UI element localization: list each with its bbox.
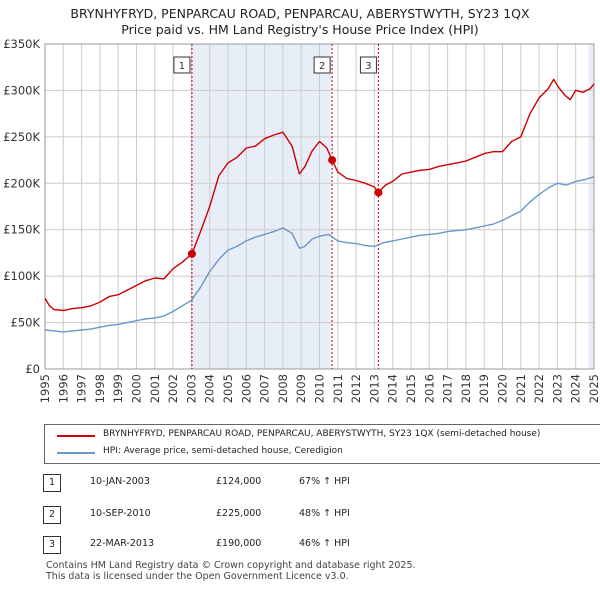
marker-badge <box>313 56 331 74</box>
footer-copyright: Contains HM Land Registry data © Crown c… <box>46 560 416 571</box>
transaction-number: 2 <box>43 506 61 524</box>
marker-badge-label: 1 <box>179 61 185 72</box>
transaction-number: 3 <box>43 536 61 554</box>
x-tick-label: 2018 <box>459 374 473 403</box>
x-tick-label: 1998 <box>93 374 107 403</box>
transaction-hpi: 67% ↑ HPI <box>299 476 350 487</box>
x-tick-label: 2008 <box>276 374 290 403</box>
x-tick-label: 2011 <box>331 374 345 403</box>
x-tick-label: 2010 <box>313 374 327 403</box>
transaction-price: £225,000 <box>216 508 262 519</box>
x-tick-label: 2016 <box>422 374 436 403</box>
x-tick-label: 2024 <box>569 374 583 403</box>
y-tick-label: £150K <box>3 223 40 237</box>
x-tick-label: 2000 <box>130 374 144 403</box>
sale-point <box>328 156 337 165</box>
transaction-price: £124,000 <box>216 476 262 487</box>
x-tick-label: 2014 <box>386 374 400 403</box>
x-tick-label: 2019 <box>477 374 491 403</box>
marker-badge-label: 3 <box>365 61 371 72</box>
x-tick-label: 1996 <box>56 374 70 403</box>
x-tick-label: 2009 <box>294 374 308 403</box>
transaction-date: 10-SEP-2010 <box>90 508 151 519</box>
price-series-line <box>44 78 595 312</box>
y-tick-label: £0 <box>25 362 40 376</box>
chart-title-line2: Price paid vs. HM Land Registry's House … <box>121 22 479 37</box>
x-tick-label: 2006 <box>239 374 253 403</box>
x-tick-label: 2020 <box>496 374 510 403</box>
legend: BRYNHYFRYD, PENPARCAU ROAD, PENPARCAU, A… <box>44 424 600 464</box>
x-tick-label: 2013 <box>367 374 381 403</box>
x-tick-label: 2007 <box>258 374 272 403</box>
price-chart: £0 £50K £100K £150K £200K £250K £300K £350K 1995… <box>3 37 600 403</box>
x-tick-label: 2025 <box>587 374 600 403</box>
x-tick-label: 1999 <box>111 374 125 403</box>
y-tick-label: £50K <box>11 316 41 330</box>
x-tick-label: 1997 <box>75 374 89 403</box>
x-tick-label: 2001 <box>148 374 162 403</box>
transaction-hpi: 48% ↑ HPI <box>299 508 350 519</box>
legend-price-swatch <box>57 435 95 437</box>
transaction-hpi: 46% ↑ HPI <box>299 538 350 549</box>
marker-badge-label: 2 <box>319 61 325 72</box>
y-tick-label: £250K <box>3 130 40 144</box>
x-tick-label: 2015 <box>404 374 418 403</box>
transaction-price: £190,000 <box>216 538 262 549</box>
transaction-date: 10-JAN-2003 <box>90 476 150 487</box>
x-tick-label: 2004 <box>203 374 217 403</box>
x-tick-label: 2017 <box>441 374 455 403</box>
legend-price-label: BRYNHYFRYD, PENPARCAU ROAD, PENPARCAU, A… <box>103 429 541 439</box>
footer: Contains HM Land Registry data © Crown c… <box>46 560 416 582</box>
legend-hpi-label: HPI: Average price, semi-detached house,… <box>103 446 343 456</box>
transaction-number: 1 <box>43 474 61 492</box>
y-tick-label: £300K <box>3 83 40 97</box>
x-tick-label: 2012 <box>349 374 363 403</box>
x-tick-label: 2023 <box>550 374 564 403</box>
marker-badge <box>173 56 191 74</box>
marker-badge <box>359 56 377 74</box>
plot-frame <box>44 43 595 370</box>
legend-item-price: BRYNHYFRYD, PENPARCAU ROAD, PENPARCAU, A… <box>45 428 600 444</box>
footer-license: This data is licensed under the Open Gov… <box>46 571 349 582</box>
y-tick-label: £100K <box>3 269 40 283</box>
sale-point <box>187 249 196 258</box>
shaded-range <box>588 44 594 369</box>
legend-hpi-swatch <box>57 452 95 454</box>
legend-item-hpi: HPI: Average price, semi-detached house,… <box>45 445 600 461</box>
chart-title-line1: BRYNHYFRYD, PENPARCAU ROAD, PENPARCAU, A… <box>70 6 530 21</box>
hpi-series-line <box>44 176 595 333</box>
x-tick-label: 2022 <box>532 374 546 403</box>
sale-point <box>374 188 383 197</box>
x-tick-label: 2003 <box>184 374 198 403</box>
x-tick-label: 2005 <box>221 374 235 403</box>
x-tick-label: 2002 <box>166 374 180 403</box>
x-tick-label: 1995 <box>38 374 52 403</box>
y-tick-label: £350K <box>3 37 40 51</box>
x-tick-label: 2021 <box>514 374 528 403</box>
shaded-range <box>191 44 333 369</box>
y-tick-label: £200K <box>3 176 40 190</box>
transaction-date: 22-MAR-2013 <box>90 538 155 549</box>
